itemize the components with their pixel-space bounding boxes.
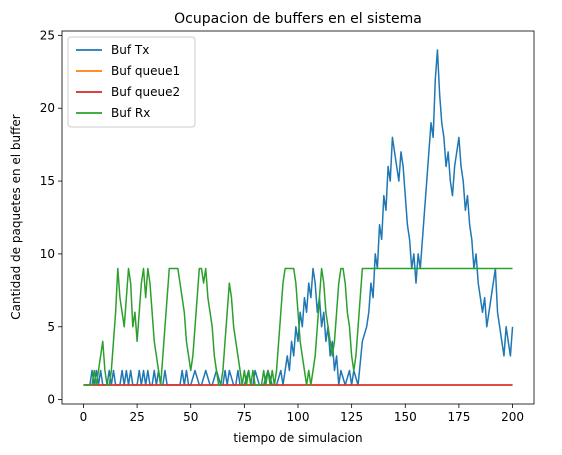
y-axis-label: Cantidad de paquetes en el buffer: [9, 114, 23, 320]
series-line-buf-tx: [83, 49, 514, 386]
y-tick-label: 20: [40, 101, 55, 115]
x-tick-label: 0: [80, 410, 88, 424]
x-tick-label: 50: [183, 410, 198, 424]
x-tick-label: 25: [129, 410, 144, 424]
y-tick-label: 25: [40, 28, 55, 42]
y-tick-label: 5: [47, 320, 55, 334]
legend-entry-label: Buf Tx: [111, 43, 149, 57]
x-tick-label: 75: [237, 410, 252, 424]
x-tick-label: 100: [287, 410, 310, 424]
legend-entry-label: Buf Rx: [111, 106, 150, 120]
chart-title: Ocupacion de buffers en el sistema: [174, 11, 422, 27]
y-tick-label: 15: [40, 174, 55, 188]
plot-area: [83, 49, 514, 386]
x-axis: 0 25 50 75 100 125 150 175 200: [80, 404, 524, 424]
legend-box: [67, 36, 196, 128]
y-tick-label: 0: [47, 393, 55, 407]
y-tick-label: 10: [40, 247, 55, 261]
legend: Buf Tx Buf queue1 Buf queue2 Buf Rx: [67, 36, 196, 128]
legend-entry-label: Buf queue2: [111, 85, 180, 99]
y-axis: 0 5 10 15 20 25: [40, 28, 62, 407]
legend-entry-label: Buf queue1: [111, 64, 180, 78]
x-tick-label: 125: [340, 410, 363, 424]
x-tick-label: 175: [447, 410, 470, 424]
x-axis-label: tiempo de simulacion: [233, 431, 362, 445]
series-line-buf-rx: [83, 267, 513, 386]
x-tick-label: 150: [394, 410, 417, 424]
x-tick-label: 200: [501, 410, 524, 424]
